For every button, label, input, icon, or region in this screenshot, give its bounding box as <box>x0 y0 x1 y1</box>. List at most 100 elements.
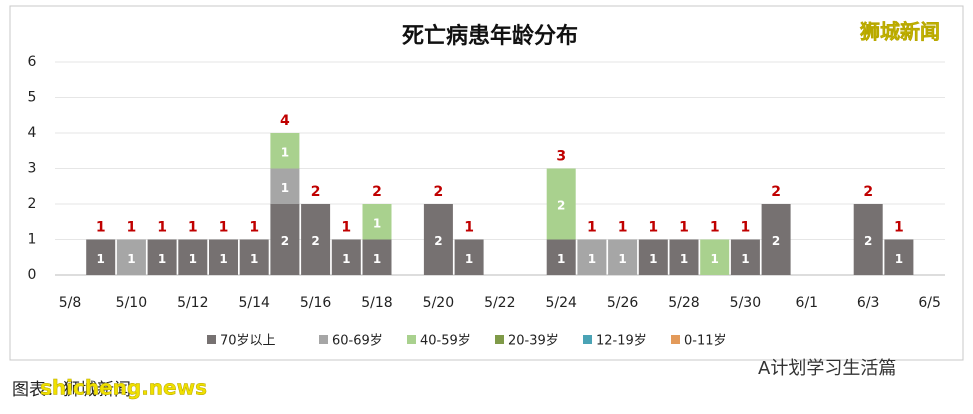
legend-swatch <box>583 335 592 344</box>
segment-label: 1 <box>465 252 473 266</box>
watermark: 狮城新闻 <box>860 20 940 44</box>
x-tick-label: 5/14 <box>238 295 270 311</box>
segment-label: 2 <box>311 234 319 248</box>
total-label: 2 <box>311 184 321 200</box>
legend-label: 20-39岁 <box>508 334 559 349</box>
legend-label: 70岁以上 <box>220 334 276 349</box>
legend-swatch <box>207 335 216 344</box>
total-label: 1 <box>894 220 904 236</box>
segment-label: 2 <box>772 234 780 248</box>
segment-label: 1 <box>741 252 749 266</box>
bar-segment <box>362 204 392 240</box>
total-label: 1 <box>341 220 351 236</box>
segment-label: 1 <box>680 252 688 266</box>
segment-label: 1 <box>557 252 565 266</box>
total-label: 1 <box>127 220 137 236</box>
segment-label: 1 <box>649 252 657 266</box>
total-label: 1 <box>219 220 229 236</box>
segment-label: 1 <box>895 252 903 266</box>
segment-label: 2 <box>864 234 872 248</box>
x-tick-label: 5/20 <box>423 295 454 311</box>
y-tick-label: 1 <box>28 232 37 248</box>
total-label: 1 <box>464 220 474 236</box>
x-tick-label: 6/3 <box>857 295 880 311</box>
segment-label: 2 <box>281 234 289 248</box>
bar-segment <box>669 239 699 275</box>
y-tick-label: 2 <box>28 196 37 212</box>
x-tick-label: 5/10 <box>116 295 147 311</box>
segment-label: 1 <box>711 252 719 266</box>
y-tick-label: 0 <box>28 267 37 283</box>
bar-segment <box>700 239 730 275</box>
segment-label: 1 <box>281 145 289 159</box>
x-tick-label: 5/30 <box>730 295 761 311</box>
legend-swatch <box>407 335 416 344</box>
legend-swatch <box>319 335 328 344</box>
bar-segment <box>147 239 177 275</box>
total-label: 1 <box>679 220 689 236</box>
bar-segment <box>270 133 300 169</box>
plot: 0 1 2 3 4 5 6 5/8 1 1 5/10 1 1 1 1 5/12 1 1 1 1 5/14 1 1 2 1 1 4 5/… <box>28 54 945 349</box>
segment-label: 1 <box>127 252 135 266</box>
legend-label: 12-19岁 <box>596 334 647 349</box>
bar-segment <box>730 239 760 275</box>
segment-label: 2 <box>434 234 442 248</box>
segment-label: 1 <box>250 252 258 266</box>
segment-label: 1 <box>189 252 197 266</box>
y-tick-label: 6 <box>28 54 37 70</box>
legend-label: 0-11岁 <box>684 334 727 349</box>
segment-label: 1 <box>618 252 626 266</box>
bar-segment <box>546 168 576 240</box>
chart-title: 死亡病患年龄分布 <box>402 23 578 49</box>
bar-segment <box>301 204 331 275</box>
total-label: 4 <box>280 113 290 129</box>
total-label: 1 <box>157 220 167 236</box>
x-tick-label: 5/8 <box>59 295 82 311</box>
legend-swatch <box>671 335 680 344</box>
y-tick-label: 4 <box>28 125 37 141</box>
bar-segment <box>546 239 576 275</box>
y-tick-label: 5 <box>28 90 37 106</box>
segment-label: 1 <box>588 252 596 266</box>
chart-frame <box>9 5 964 361</box>
bar-segment <box>270 168 300 204</box>
bar-segment <box>209 239 238 275</box>
total-label: 1 <box>741 220 751 236</box>
bar-segment <box>86 239 116 275</box>
total-label: 1 <box>587 220 597 236</box>
bar-segment <box>331 239 361 275</box>
x-tick-label: 6/1 <box>796 295 819 311</box>
x-tick-label: 5/18 <box>361 295 392 311</box>
bar-segment <box>239 239 269 275</box>
x-tick-label: 5/22 <box>484 295 515 311</box>
legend-label: 60-69岁 <box>332 334 383 349</box>
bar-segment <box>608 239 638 275</box>
segment-label: 1 <box>281 181 289 195</box>
segment-label: 1 <box>97 252 105 266</box>
segment-label: 1 <box>219 252 227 266</box>
x-tick-label: 5/16 <box>300 295 332 311</box>
x-tick-label: 5/12 <box>177 295 208 311</box>
bar-segment <box>454 239 484 275</box>
source-overlay: shicheng.news <box>40 376 207 400</box>
bar-segment <box>362 239 392 275</box>
legend-label: 40-59岁 <box>420 334 471 349</box>
total-label: 2 <box>863 184 873 200</box>
segment-label: 2 <box>557 199 565 213</box>
x-tick-label: 6/5 <box>918 295 941 311</box>
x-tick-label: 5/26 <box>607 295 639 311</box>
x-tick-label: 5/28 <box>668 295 699 311</box>
segment-label: 1 <box>373 216 381 230</box>
total-label: 3 <box>556 149 566 165</box>
bar-segment <box>270 204 300 275</box>
total-label: 2 <box>771 184 781 200</box>
total-label: 1 <box>710 220 720 236</box>
total-label: 1 <box>648 220 658 236</box>
total-label: 1 <box>618 220 628 236</box>
legend-swatch <box>495 335 504 344</box>
bar-segment <box>116 239 146 275</box>
source: 图表：狮城新闻 <box>12 380 131 400</box>
bar-segment <box>638 239 668 275</box>
bar-segment <box>423 204 453 275</box>
